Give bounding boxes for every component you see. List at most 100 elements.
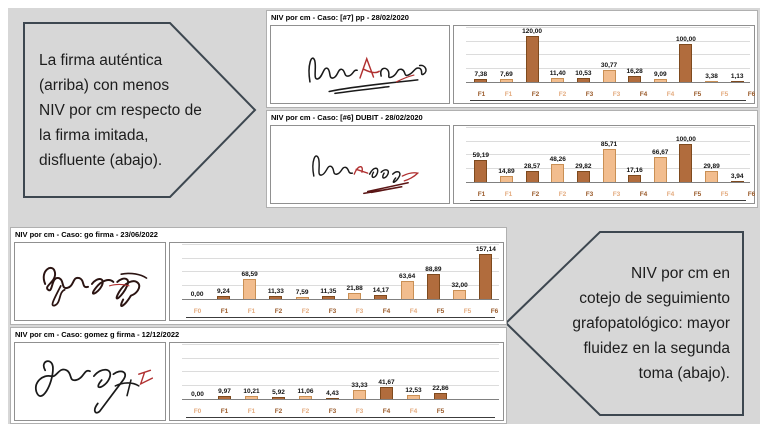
bars: 59,19 14,89 28,57 48,26 29,82 85,71 17,16 66,67… <box>468 136 750 182</box>
bar-group: 100,00 <box>673 136 699 182</box>
bar-value-label: 1,13 <box>730 73 744 80</box>
category-label: F1 <box>504 191 513 198</box>
bar <box>499 176 513 182</box>
bar <box>653 156 667 182</box>
signature-box <box>14 242 166 321</box>
plot-area: 59,19 14,89 28,57 48,26 29,82 85,71 17,16 66,67… <box>466 127 750 183</box>
callout-left: La firma auténtica (arriba) con menos NI… <box>23 22 257 198</box>
bar-value-label: 11,35 <box>320 287 337 295</box>
bar-group: 48,26 <box>545 156 571 182</box>
bar-value-label: 66,67 <box>652 148 669 156</box>
bar-value-label: 11,40 <box>549 69 566 77</box>
category-label: F1 <box>247 408 256 415</box>
category-label: F0 <box>193 308 202 315</box>
bar-value-label: 14,89 <box>498 168 515 176</box>
bottom-axis-line <box>470 200 746 201</box>
category-axis: F0 F1 F1 F2 F2 F3 F3 F4 F4 F5 <box>184 408 454 415</box>
bars: 0,00 9,24 68,59 11,33 7,59 11,35 21,88 14,17 63,… <box>184 246 499 299</box>
chart-area: 0,00 9,97 10,21 5,92 11,06 4,43 33,33 41,67 12,5… <box>169 342 504 421</box>
bar-value-label: 48,26 <box>549 155 566 163</box>
category-label: F6 <box>747 191 756 198</box>
bar <box>730 81 744 82</box>
bar <box>705 80 719 82</box>
bar <box>730 180 744 182</box>
category-label: F4 <box>639 91 648 98</box>
bar <box>400 280 414 299</box>
bar-value-label: 68,59 <box>241 271 258 279</box>
bar-value-label: 88,89 <box>425 265 442 273</box>
bar-value-label: 33,33 <box>351 381 368 389</box>
bar <box>628 175 642 182</box>
bar <box>218 396 231 399</box>
bar-value-label: 0,00 <box>190 291 204 298</box>
bar-group: 7,69 <box>494 71 520 82</box>
chart-title: NIV por cm - Caso: gomez g firma - 12/12… <box>15 330 180 339</box>
category-label: F2 <box>531 191 540 198</box>
callout-left-shape <box>23 22 257 198</box>
bar-group: 30,77 <box>596 62 622 82</box>
category-label: F2 <box>301 408 310 415</box>
bar-value-label: 3,94 <box>730 172 744 180</box>
bar <box>216 296 230 299</box>
bar <box>348 292 362 299</box>
chart-panel-go-firma: NIV por cm - Caso: go firma - 23/06/2022… <box>10 227 507 325</box>
bar-value-label: 4,43 <box>326 389 339 397</box>
category-label: F1 <box>247 308 256 315</box>
category-label: F3 <box>585 191 594 198</box>
bar <box>653 78 667 82</box>
category-label: F4 <box>409 408 418 415</box>
bar <box>551 77 565 82</box>
bar-group: 0,00 <box>184 291 210 299</box>
category-label: F6 <box>747 91 756 98</box>
category-label: F5 <box>463 308 472 315</box>
category-label: F5 <box>436 408 445 415</box>
bar <box>479 254 493 299</box>
bar-group: 1,13 <box>724 73 750 82</box>
callout-right-shape <box>505 231 744 416</box>
category-label: F2 <box>558 91 567 98</box>
bar <box>679 144 693 182</box>
signature-image <box>42 267 148 307</box>
category-label: F2 <box>531 91 540 98</box>
bars: 7,38 7,69 120,00 11,40 10,53 30,77 16,28 9,09 10… <box>468 28 750 82</box>
plot-area: 0,00 9,97 10,21 5,92 11,06 4,43 33,33 41,67 12,5… <box>182 344 499 400</box>
bar-value-label: 41,67 <box>378 379 395 387</box>
bar-value-label: 12,53 <box>405 387 422 395</box>
callout-left-text: La firma auténtica (arriba) con menos NI… <box>39 51 202 169</box>
bar-group: 22,86 <box>427 385 454 399</box>
category-label: F3 <box>355 408 364 415</box>
category-label: F4 <box>666 91 675 98</box>
bar-group: 14,17 <box>368 287 394 299</box>
chart-area: 7,38 7,69 120,00 11,40 10,53 30,77 16,28 9,09 10… <box>453 25 755 104</box>
bar-group: 120,00 <box>519 28 545 82</box>
signature-box <box>14 342 166 421</box>
category-label: F2 <box>301 308 310 315</box>
category-label: F1 <box>220 308 229 315</box>
bar-value-label: 63,64 <box>398 272 416 280</box>
chart-panel-gomez: NIV por cm - Caso: gomez g firma - 12/12… <box>10 327 507 424</box>
bar <box>474 79 488 82</box>
bar <box>353 389 366 399</box>
plot-area: 0,00 9,24 68,59 11,33 7,59 11,35 21,88 14,17 63,… <box>182 244 499 300</box>
bar-value-label: 28,57 <box>523 163 541 171</box>
chart-title: NIV por cm - Caso: [#7] pp - 28/02/2020 <box>271 13 409 22</box>
bar-value-label: 17,16 <box>626 167 643 175</box>
bar-group: 7,59 <box>289 289 315 299</box>
category-label: F2 <box>274 308 283 315</box>
signature-image <box>34 360 154 414</box>
chart-area: 0,00 9,24 68,59 11,33 7,59 11,35 21,88 14,17 63,… <box>169 242 504 321</box>
bar-group: 85,71 <box>596 141 622 182</box>
bar-group: 11,33 <box>263 288 289 299</box>
callout-right: NIV por cm en cotejo de seguimiento graf… <box>505 231 744 416</box>
bar-group: 3,38 <box>699 73 725 82</box>
bar-value-label: 120,00 <box>522 28 543 36</box>
bar <box>453 289 467 299</box>
bar-group: 10,53 <box>571 70 597 82</box>
category-label: F4 <box>382 408 391 415</box>
bar-value-label: 9,97 <box>218 388 231 396</box>
bar-value-label: 100,00 <box>676 136 696 143</box>
bar <box>272 397 285 399</box>
category-label: F5 <box>693 91 702 98</box>
plot-area: 7,38 7,69 120,00 11,40 10,53 30,77 16,28 9,09 10… <box>466 27 750 83</box>
bar-value-label: 29,89 <box>703 162 720 170</box>
